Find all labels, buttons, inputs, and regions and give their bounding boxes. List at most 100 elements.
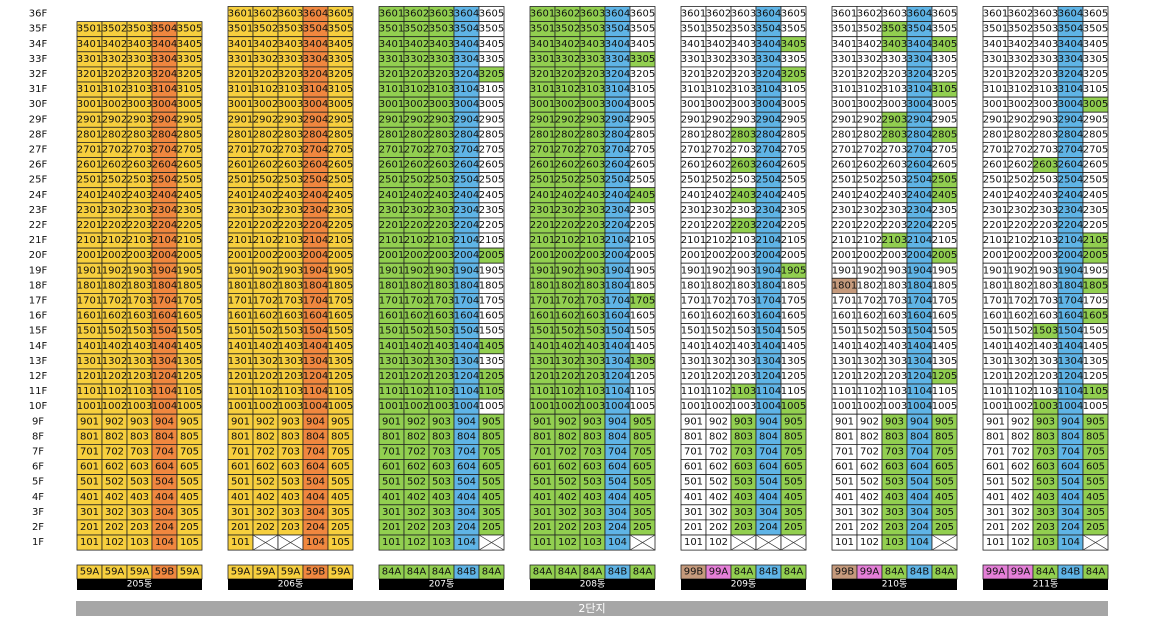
- unit-number: 103: [432, 537, 451, 548]
- unit-number: 1904: [907, 265, 932, 276]
- unit-number: 2103: [882, 235, 907, 246]
- unit-number: 302: [1011, 507, 1030, 518]
- floor-label: 28F: [29, 129, 48, 140]
- unit-number: 704: [910, 446, 929, 457]
- unit-number: 2104: [303, 235, 328, 246]
- unit-number: 3202: [404, 69, 429, 80]
- unit-type: 84A: [1086, 567, 1106, 578]
- unit-number: 1102: [555, 386, 580, 397]
- unit-number: 301: [684, 507, 703, 518]
- unit-number: 3003: [127, 99, 152, 110]
- unit-number: 205: [331, 522, 350, 533]
- unit-number: 2202: [102, 220, 127, 231]
- unit-number: 3602: [404, 9, 429, 20]
- complex-name: 2단지: [578, 602, 605, 615]
- unit-number: 2603: [882, 160, 907, 171]
- unit-number: 3604: [907, 9, 932, 20]
- unit-number: 605: [1086, 462, 1105, 473]
- unit-number: 3305: [932, 54, 957, 65]
- unit-number: 1505: [177, 326, 202, 337]
- unit-number: 3605: [630, 9, 655, 20]
- unit-number: 102: [105, 537, 124, 548]
- unit-number: 2703: [429, 144, 454, 155]
- unit-number: 601: [231, 462, 250, 473]
- unit-number: 3103: [1033, 84, 1058, 95]
- unit-number: 1305: [479, 356, 504, 367]
- unit-number: 3302: [555, 54, 580, 65]
- unit-number: 2803: [127, 129, 152, 140]
- unit-number: 2503: [731, 175, 756, 186]
- unit-number: 2003: [882, 250, 907, 261]
- unit-number: 201: [80, 522, 99, 533]
- unit-number: 1403: [429, 341, 454, 352]
- floor-label: 10F: [29, 401, 48, 412]
- unit-number: 505: [1086, 477, 1105, 488]
- unit-number: 3101: [681, 84, 706, 95]
- unit-number: 705: [180, 446, 199, 457]
- floor-label: 14F: [29, 341, 48, 352]
- unit-number: 1504: [605, 326, 630, 337]
- unit-number: 2602: [102, 160, 127, 171]
- unit-number: 1902: [404, 265, 429, 276]
- unit-number: 804: [608, 431, 627, 442]
- unit-number: 2403: [127, 190, 152, 201]
- unit-number: 3203: [731, 69, 756, 80]
- unit-number: 305: [633, 507, 652, 518]
- unit-number: 504: [155, 477, 174, 488]
- unit-number: 1501: [228, 326, 253, 337]
- unit-number: 205: [482, 522, 501, 533]
- unit-number: 2904: [1058, 114, 1083, 125]
- unit-number: 1201: [681, 371, 706, 382]
- floor-label: 26F: [29, 160, 48, 171]
- unit-number: 1601: [983, 311, 1008, 322]
- unit-number: 1603: [429, 311, 454, 322]
- unit-number: 805: [482, 431, 501, 442]
- unit-number: 1301: [530, 356, 555, 367]
- unit-number: 2905: [177, 114, 202, 125]
- unit-number: 801: [80, 431, 99, 442]
- unit-number: 1401: [77, 341, 102, 352]
- unit-number: 905: [331, 416, 350, 427]
- unit-number: 705: [482, 446, 501, 457]
- unit-number: 1202: [1008, 371, 1033, 382]
- floor-label: 18F: [29, 280, 48, 291]
- unit-number: 2602: [555, 160, 580, 171]
- unit-number: 703: [281, 446, 300, 457]
- unit-number: 1603: [731, 311, 756, 322]
- unit-number: 502: [407, 477, 426, 488]
- unit-number: 2503: [278, 175, 303, 186]
- unit-number: 2904: [756, 114, 781, 125]
- unit-number: 1502: [555, 326, 580, 337]
- unit-number: 304: [910, 507, 929, 518]
- unit-number: 902: [709, 416, 728, 427]
- building-name: 208동: [580, 579, 605, 590]
- unit-number: 504: [910, 477, 929, 488]
- unit-number: 1702: [102, 295, 127, 306]
- unit-number: 2005: [479, 250, 504, 261]
- unit-number: 1704: [605, 295, 630, 306]
- unit-number: 402: [709, 492, 728, 503]
- unit-number: 604: [1061, 462, 1080, 473]
- unit-number: 2605: [328, 160, 353, 171]
- unit-number: 602: [558, 462, 577, 473]
- floor-label: 12F: [29, 371, 48, 382]
- unit-number: 3504: [1058, 24, 1083, 35]
- unit-number: 1104: [152, 386, 177, 397]
- unit-number: 3503: [1033, 24, 1058, 35]
- unit-number: 2604: [605, 160, 630, 171]
- unit-number: 1302: [1008, 356, 1033, 367]
- floor-label: 23F: [29, 205, 48, 216]
- unit-number: 3601: [681, 9, 706, 20]
- unit-number: 3005: [781, 99, 806, 110]
- unit-number: 502: [1011, 477, 1030, 488]
- unit-number: 3204: [907, 69, 932, 80]
- unit-number: 2604: [303, 160, 328, 171]
- unit-number: 1701: [681, 295, 706, 306]
- unit-number: 3603: [278, 9, 303, 20]
- unit-number: 105: [180, 537, 199, 548]
- unit-number: 1205: [630, 371, 655, 382]
- floor-label: 8F: [32, 431, 44, 442]
- unit-number: 2504: [1058, 175, 1083, 186]
- unit-number: 601: [533, 462, 552, 473]
- unit-number: 1903: [580, 265, 605, 276]
